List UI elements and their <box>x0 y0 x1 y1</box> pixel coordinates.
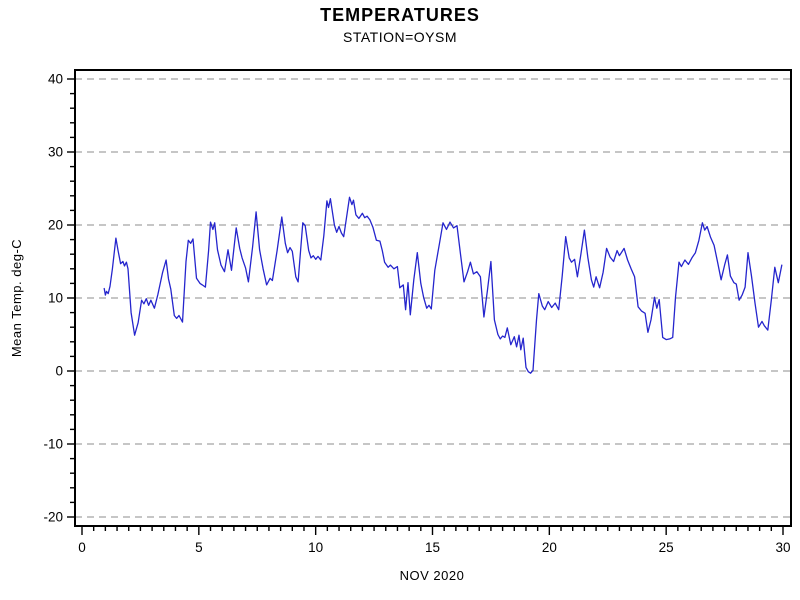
x-axis-tick-labels: 0 5 10 15 20 25 30 <box>78 540 790 555</box>
gridlines <box>75 78 791 518</box>
x-tick-label: 25 <box>659 540 674 555</box>
x-axis-title: NOV 2020 <box>400 568 465 583</box>
y-axis-title: Mean Temp. deg-C <box>9 239 24 357</box>
chart-subtitle: STATION=OYSM <box>343 29 457 45</box>
x-tick-label: 30 <box>775 540 790 555</box>
y-tick-label: -20 <box>43 510 63 525</box>
y-tick-label: 40 <box>48 72 63 87</box>
y-axis-tick-labels: -20 -10 0 10 20 30 40 <box>43 72 63 525</box>
y-tick-label: 0 <box>55 364 63 379</box>
chart-header: TEMPERATURES STATION=OYSM <box>0 0 800 45</box>
x-tick-label: 10 <box>308 540 323 555</box>
plot-frame <box>74 69 792 527</box>
x-tick-label: 5 <box>195 540 203 555</box>
y-tick-label: 30 <box>48 145 63 160</box>
x-axis-ticks <box>81 526 784 535</box>
y-tick-label: 20 <box>48 218 63 233</box>
x-tick-label: 0 <box>78 540 86 555</box>
y-axis-ticks <box>67 78 75 518</box>
x-tick-label: 15 <box>425 540 440 555</box>
y-tick-label: -10 <box>43 437 63 452</box>
y-tick-label: 10 <box>48 291 63 306</box>
chart-title: TEMPERATURES <box>320 5 480 25</box>
x-tick-label: 20 <box>542 540 557 555</box>
temperature-series-line <box>103 196 783 374</box>
